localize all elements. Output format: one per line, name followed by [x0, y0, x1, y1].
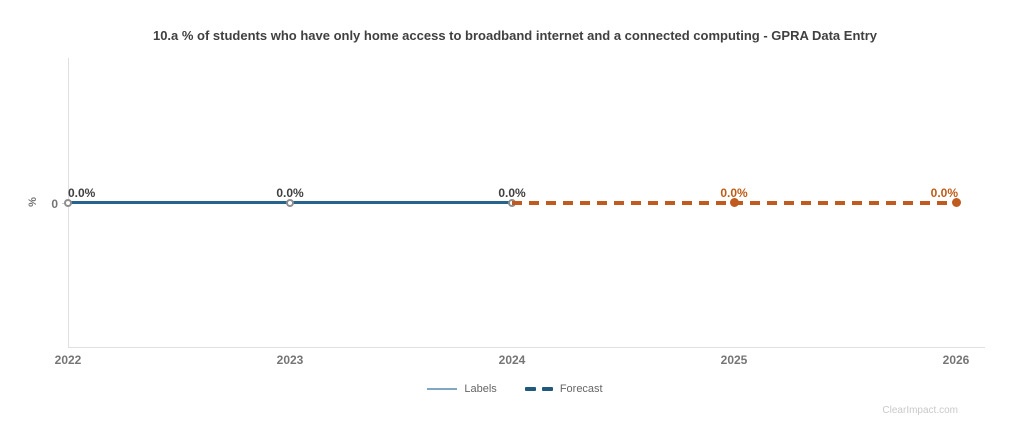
y-axis-tick-label: 0: [51, 197, 58, 211]
data-point-value-label: 0.0%: [930, 185, 958, 200]
legend-item-forecast[interactable]: Forecast: [524, 383, 603, 395]
labels-series-swatch-icon: [427, 388, 458, 390]
x-axis-tick-label: 2025: [720, 353, 748, 367]
data-point-value-label: 0.0%: [68, 185, 96, 200]
x-axis-line: [68, 347, 985, 348]
legend-label-forecast: Forecast: [559, 383, 603, 395]
chart-title: 10.a % of students who have only home ac…: [152, 28, 878, 43]
x-axis-tick-label: 2026: [942, 353, 970, 367]
legend-label-labels: Labels: [464, 383, 497, 395]
watermark: ClearImpact.com: [882, 405, 958, 416]
labels-data-point[interactable]: [286, 198, 294, 207]
legend-item-labels[interactable]: Labels: [427, 383, 497, 395]
x-axis-tick-label: 2024: [498, 353, 526, 367]
labels-data-point[interactable]: [64, 198, 72, 207]
data-point-value-label: 0.0%: [276, 185, 304, 200]
data-point-value-label: 0.0%: [720, 185, 748, 200]
data-point-value-label: 0.0%: [498, 185, 526, 200]
legend: Labels Forecast: [0, 383, 1030, 395]
y-axis-unit-label: %: [26, 197, 39, 207]
x-axis-tick-label: 2022: [54, 353, 82, 367]
forecast-data-point[interactable]: [729, 198, 739, 207]
x-axis-tick-label: 2023: [276, 353, 304, 367]
forecast-series-swatch-icon: [524, 387, 553, 391]
forecast-data-point[interactable]: [951, 198, 961, 207]
